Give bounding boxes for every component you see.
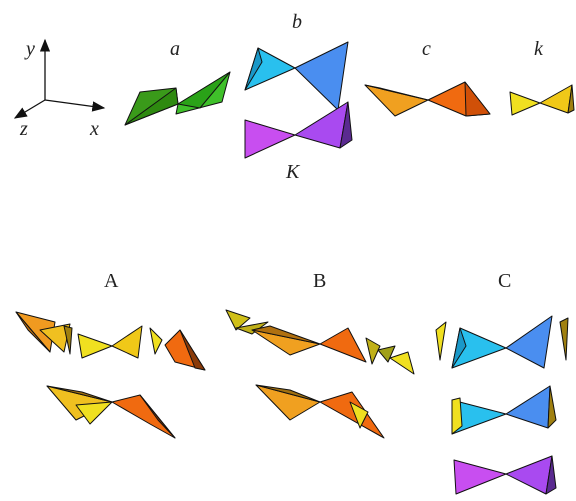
wing [453,459,507,495]
facet [139,394,176,439]
facet [464,81,491,117]
wing [294,101,349,149]
wing [149,327,163,355]
facet [349,401,369,429]
wing [77,333,113,359]
facet [451,327,467,369]
wing [111,325,143,359]
wing [389,351,415,375]
label-A: A [104,270,119,292]
label-K: K [285,161,301,183]
group-B: B [225,270,415,439]
shape-K: K [244,101,353,183]
wing [509,91,541,116]
facet [251,325,321,345]
wing [559,317,569,361]
group-C: C [435,270,569,495]
label-a: a [170,38,180,60]
facet [567,84,575,114]
shape-a: a [124,38,231,126]
facet [75,401,113,425]
wing [294,41,349,111]
wing [319,327,367,363]
shape-b: b [244,11,349,111]
wing [365,337,381,365]
wing [539,84,573,114]
axes: y z x [13,38,106,140]
facet [545,455,557,495]
wing [505,385,551,429]
facet [46,385,113,403]
shape-c: c [364,38,491,117]
group-A: A [15,270,206,439]
wing [505,455,553,495]
wing [505,315,553,369]
shape-k: k [509,38,575,116]
wing [319,391,385,439]
x-axis [44,99,106,112]
wing [225,309,251,331]
facet [255,384,321,403]
wing [111,394,176,439]
z-axis [13,99,46,119]
facet [451,397,463,435]
facet [177,71,231,109]
facet [244,47,263,91]
label-k: k [534,38,544,60]
label-B: B [313,270,326,292]
x-label: x [89,118,99,140]
facet [339,101,353,149]
facet [63,325,73,355]
label-b: b [292,11,302,33]
y-label: y [24,38,35,60]
label-C: C [498,270,511,292]
z-label: z [19,118,28,140]
label-c: c [422,38,431,60]
wing [435,321,447,361]
facet [547,385,557,429]
wing [244,119,296,159]
facet [364,84,429,101]
facet [124,87,179,126]
facet [179,329,206,371]
wing [364,84,429,117]
wing [377,345,396,363]
facet [15,311,51,353]
